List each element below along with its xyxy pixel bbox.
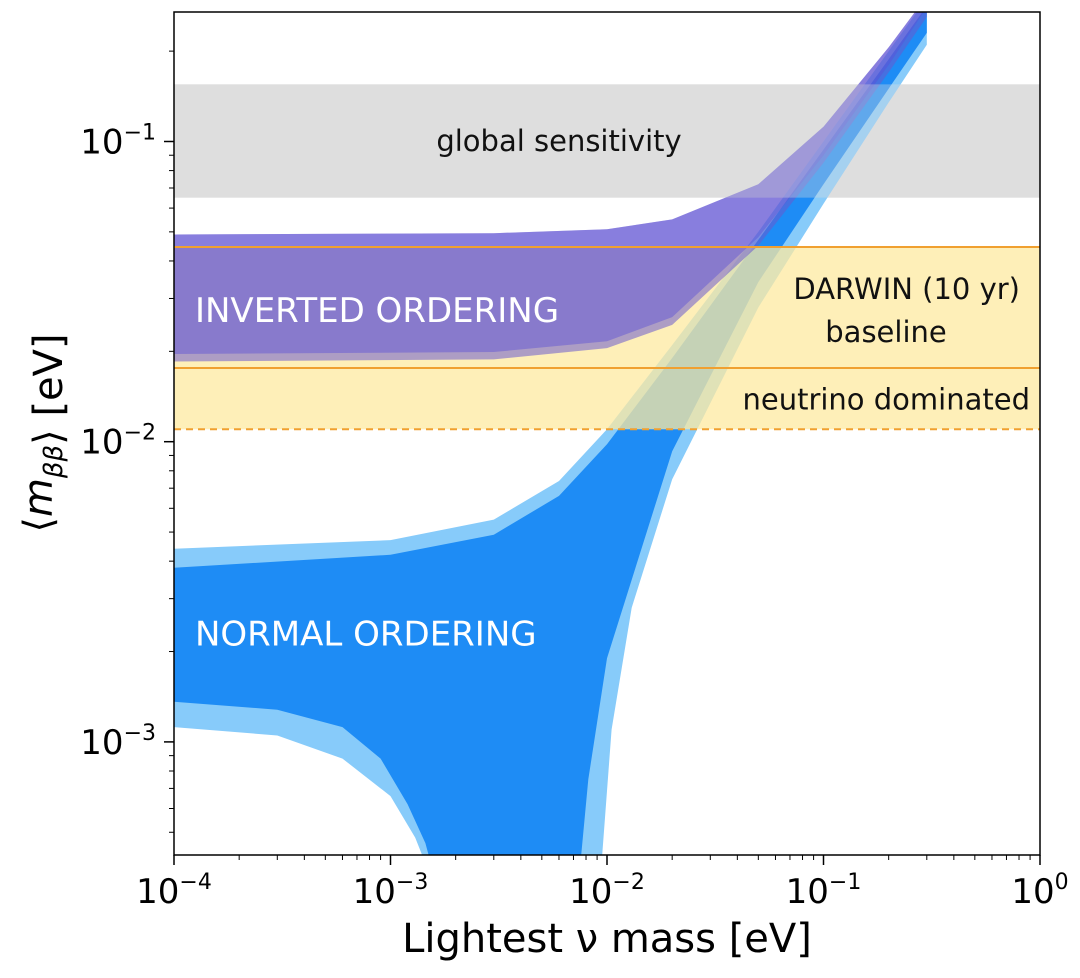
inverted-label: INVERTED ORDERING	[195, 291, 559, 331]
y-tick-label: 10−3	[80, 721, 156, 763]
baseline-label: baseline	[825, 315, 946, 349]
darwin-label: DARWIN (10 yr)	[793, 272, 1020, 306]
x-tick-label: 10−3	[353, 870, 429, 912]
x-tick-label: 10−1	[786, 870, 862, 912]
x-tick-label: 100	[1011, 870, 1068, 912]
plot-area	[174, 12, 1040, 855]
normal-ordering-inner-band	[174, 12, 927, 855]
band-global-sensitivity-overlay	[174, 84, 1040, 198]
y-axis-title: ⟨mββ⟩ [eV]	[16, 333, 72, 532]
axes: 10−4 10−3 10−2 10−1 100 10−3 10−2 10−1	[80, 50, 1069, 912]
band-neutrino-dominated	[174, 367, 1040, 430]
x-tick-label: 10−2	[569, 870, 645, 912]
normal-label: NORMAL ORDERING	[195, 614, 537, 654]
inverted-ordering-outer-band	[174, 12, 927, 362]
y-tick-label: 10−2	[80, 421, 156, 463]
band-global-sensitivity	[174, 84, 1040, 198]
inverted-ordering-inner-band	[174, 12, 924, 354]
x-tick-label: 10−4	[136, 870, 212, 912]
neutrino-dominated-label: neutrino dominated	[742, 383, 1030, 417]
global-sensitivity-label: global sensitivity	[436, 124, 681, 158]
plot-labels: global sensitivity DARWIN (10 yr) baseline…	[195, 124, 1030, 654]
y-tick-label: 10−1	[80, 120, 156, 162]
x-axis-title: Lightest ν mass [eV]	[402, 916, 812, 962]
